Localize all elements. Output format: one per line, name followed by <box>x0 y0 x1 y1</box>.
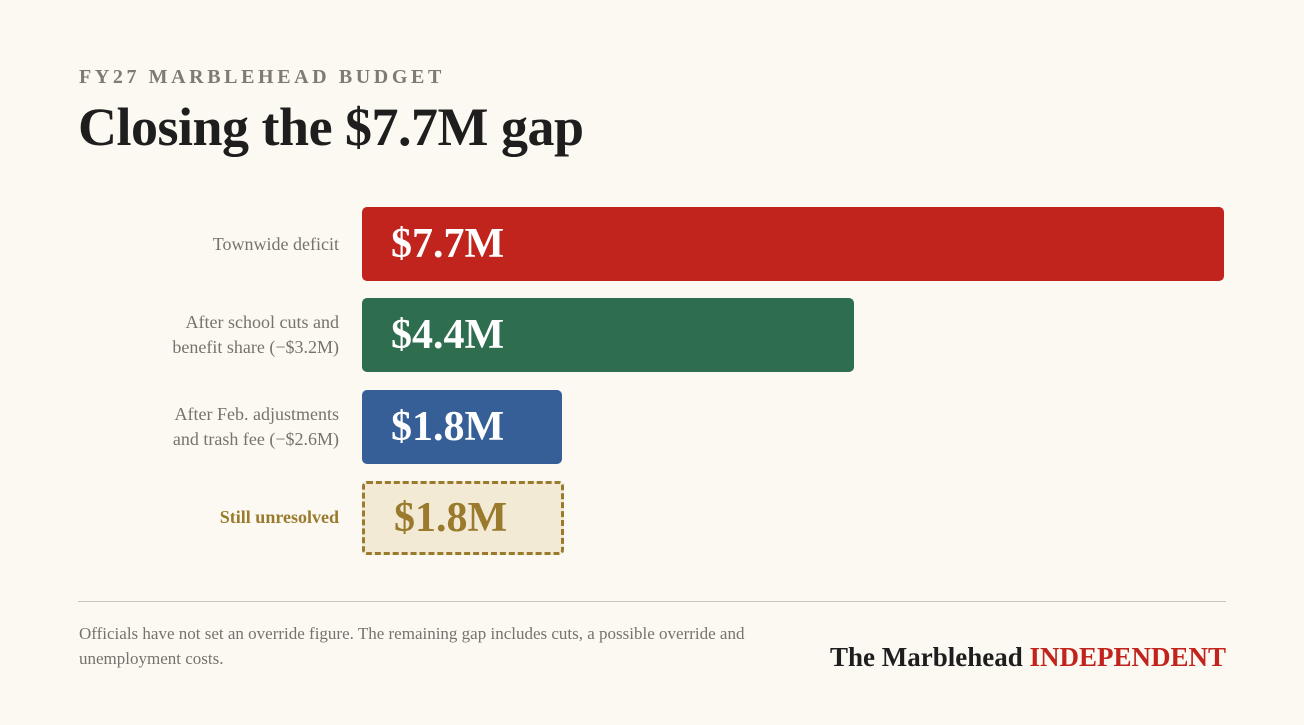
footer-divider <box>78 601 1226 602</box>
chart-title: Closing the $7.7M gap <box>78 97 584 157</box>
category-label: After school cuts and benefit share (−$3.… <box>79 310 339 360</box>
brand-logo: The Marblehead INDEPENDENT <box>830 642 1226 673</box>
bar-chart: Townwide deficit $7.7M After school cuts a… <box>79 207 1224 555</box>
category-label-line: After Feb. adjustments <box>174 403 339 424</box>
brand-name: The Marblehead <box>829 642 1023 672</box>
footnote: Officials have not set an override figur… <box>79 624 745 668</box>
category-label-line: Still unresolved <box>219 507 339 528</box>
category-label: After Feb. adjustments and trash fee (−$2… <box>79 402 339 452</box>
category-label-line: After school cuts and <box>185 312 339 333</box>
bar: $1.8M <box>362 480 564 555</box>
data-label: $1.8M <box>391 403 505 450</box>
data-label: $7.7M <box>391 221 505 267</box>
category-label-line: Townwide deficit <box>212 233 339 254</box>
data-label: $4.4M <box>391 312 505 359</box>
chart-kicker: FY27 MARBLEHEAD BUDGET <box>79 66 445 88</box>
category-label-line: benefit share (−$3.2M) <box>172 337 339 358</box>
bar: $1.8M <box>362 389 562 464</box>
bar: $4.4M <box>362 298 854 373</box>
category-label: Townwide deficit <box>79 232 339 257</box>
bar: $7.7M <box>362 207 1224 281</box>
brand-name-accent: INDEPENDENT <box>1029 642 1226 672</box>
category-label: Still unresolved <box>79 505 339 530</box>
category-label-line: and trash fee (−$2.6M) <box>172 428 339 449</box>
data-label: $1.8M <box>394 494 508 541</box>
